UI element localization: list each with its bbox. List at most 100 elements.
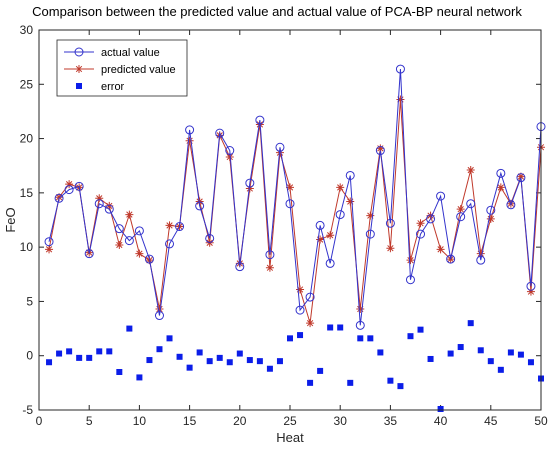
data-point-error	[357, 335, 364, 342]
data-point-error	[166, 335, 173, 342]
data-point-predicted-value	[516, 172, 525, 181]
data-point-error	[266, 365, 273, 372]
data-point-predicted-value	[95, 194, 104, 203]
legend-entry-predicted-value: predicted value	[64, 64, 176, 76]
data-point-actual-value	[245, 178, 255, 188]
x-tick-label: 5	[86, 414, 93, 428]
chart-title: Comparison between the predicted value a…	[32, 4, 522, 19]
data-point-actual-value	[405, 275, 415, 285]
series-line-predicted-value	[48, 99, 542, 324]
data-point-predicted-value	[265, 263, 274, 272]
data-point-predicted-value	[296, 285, 305, 294]
data-point-error	[467, 320, 474, 327]
data-point-predicted-value	[336, 183, 345, 192]
data-point-predicted-value	[55, 193, 64, 202]
y-tick-label: -5	[22, 403, 33, 417]
data-point-error	[66, 348, 73, 355]
data-point-error	[297, 332, 304, 339]
data-point-error	[76, 354, 83, 361]
data-point-predicted-value	[185, 136, 194, 145]
data-point-error	[236, 350, 243, 357]
data-point-predicted-value	[376, 144, 385, 153]
series-line-actual-value	[48, 69, 542, 326]
x-tick-label: 40	[434, 414, 448, 428]
data-point-actual-value	[134, 226, 144, 236]
data-point-actual-value	[195, 201, 205, 211]
data-point-predicted-value	[496, 183, 505, 192]
data-point-error	[377, 349, 384, 356]
data-point-error	[287, 335, 293, 342]
data-point-error	[156, 346, 163, 353]
legend-label: predicted value	[101, 64, 176, 76]
data-point-error	[196, 349, 203, 356]
data-point-actual-value	[456, 212, 466, 222]
data-point-actual-value	[335, 210, 345, 220]
data-point-error	[507, 349, 514, 356]
data-point-actual-value	[275, 142, 285, 152]
data-point-error	[46, 359, 53, 366]
plot-frame	[38, 29, 542, 411]
x-tick-label: 20	[233, 414, 247, 428]
data-point-error	[327, 324, 334, 331]
x-tick-label: 30	[334, 414, 348, 428]
data-point-error	[126, 325, 133, 332]
data-point-error	[256, 358, 263, 365]
data-point-predicted-value	[316, 235, 325, 244]
x-tick-label: 25	[283, 414, 297, 428]
data-point-actual-value	[84, 249, 94, 259]
y-tick-label: 0	[26, 349, 33, 363]
data-point-predicted-value	[115, 240, 124, 249]
data-point-error	[517, 351, 524, 358]
legend-label: error	[101, 81, 125, 93]
y-axis-label: FeO	[3, 207, 18, 232]
x-tick-label: 50	[534, 414, 548, 428]
data-point-error	[136, 374, 143, 381]
data-point-actual-value	[165, 239, 175, 249]
legend-entry-error: error	[76, 81, 125, 93]
data-point-actual-value	[436, 191, 446, 201]
data-point-predicted-value	[366, 211, 375, 220]
data-point-actual-value	[225, 146, 235, 156]
data-point-actual-value	[486, 205, 496, 215]
data-point-error	[477, 347, 484, 354]
y-tick-label: 5	[26, 294, 33, 308]
data-point-error	[56, 350, 63, 357]
data-point-predicted-value	[245, 184, 254, 193]
data-point-actual-value	[375, 146, 385, 156]
legend: actual value predicted value error	[56, 39, 188, 97]
data-point-error	[367, 335, 374, 342]
data-point-error	[527, 359, 534, 366]
data-point-error	[397, 383, 404, 390]
data-point-predicted-value	[486, 214, 495, 223]
data-point-predicted-value	[356, 305, 365, 314]
data-point-predicted-value	[426, 211, 435, 220]
data-point-predicted-value	[286, 183, 294, 192]
data-point-error	[417, 326, 424, 333]
data-point-actual-value	[54, 193, 64, 203]
y-tick-label: 10	[20, 240, 34, 254]
data-point-predicted-value	[225, 153, 234, 162]
data-point-predicted-value	[105, 201, 114, 210]
data-point-error	[497, 366, 504, 373]
y-tick-label: 15	[20, 186, 34, 200]
data-point-predicted-value	[416, 219, 425, 228]
series-error	[46, 320, 544, 412]
data-point-actual-value	[416, 229, 426, 239]
data-point-actual-value	[355, 320, 365, 330]
y-tick-label: 20	[20, 132, 34, 146]
data-point-predicted-value	[476, 249, 485, 258]
data-point-actual-value	[104, 204, 114, 214]
data-point-actual-value	[446, 254, 456, 264]
data-point-predicted-value	[456, 205, 465, 214]
data-point-error	[86, 354, 93, 361]
data-point-actual-value	[295, 305, 305, 315]
data-point-error	[186, 364, 193, 371]
data-point-actual-value	[315, 220, 325, 230]
data-point-predicted-value	[526, 287, 535, 296]
data-point-error	[437, 406, 444, 412]
data-point-predicted-value	[155, 305, 164, 314]
data-point-predicted-value	[436, 245, 445, 254]
data-point-error	[347, 379, 354, 386]
legend-marker	[74, 47, 84, 57]
